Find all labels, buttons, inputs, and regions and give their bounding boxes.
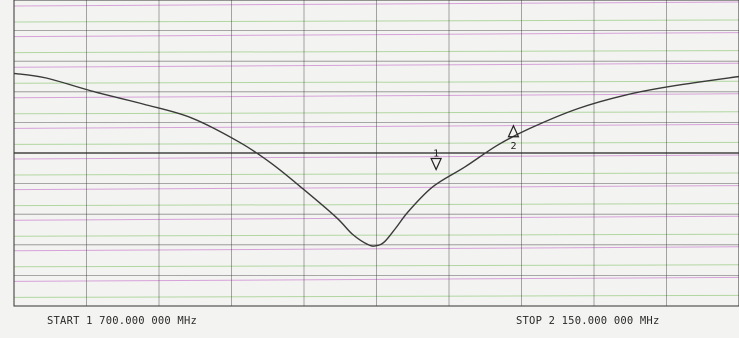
marker-1: 1 xyxy=(430,149,443,171)
plot-border xyxy=(13,0,739,307)
trace-layer xyxy=(13,72,739,247)
marker-number: 2 xyxy=(510,141,516,152)
marker-up-triangle-icon xyxy=(507,124,520,138)
marker-layer: 12 xyxy=(430,124,520,171)
stop-frequency-label: STOP 2 150.000 000 MHz xyxy=(516,315,660,327)
graticule xyxy=(13,0,739,307)
marker-down-triangle-icon xyxy=(430,157,443,171)
marker-2: 2 xyxy=(507,124,520,152)
start-frequency-label: START 1 700.000 000 MHz xyxy=(47,315,197,327)
marker-number: 1 xyxy=(433,149,439,160)
trace-line xyxy=(13,72,739,247)
